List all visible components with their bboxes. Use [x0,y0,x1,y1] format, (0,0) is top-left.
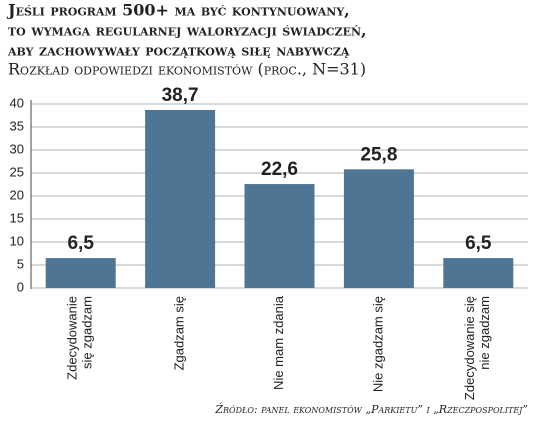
y-tick-label: 30 [10,141,24,156]
y-tick-label: 35 [10,118,24,133]
bar [343,169,414,288]
value-label: 25,8 [360,144,397,165]
x-tick-label: Zgadzam się [172,296,187,370]
value-label: 22,6 [261,159,298,180]
y-tick-label: 10 [10,233,24,248]
x-tick-label: Nie mam zdania [271,295,286,390]
y-tick-label: 25 [10,164,24,179]
chart-title: aby zachowywały początkową siłę nabywczą [7,41,350,60]
y-tick-label: 20 [10,187,24,202]
y-tick-label: 40 [10,95,24,110]
value-label: 6,5 [465,233,492,254]
chart-title: Jeśli program 500+ ma być kontynuowany, [6,1,350,20]
x-tick-label: Nie zgadzam się [370,296,385,392]
x-tick-label: nie zgadzam [477,296,492,370]
y-tick-label: 0 [17,279,24,294]
x-tick-label: Zdecydowanie [65,296,80,380]
bar [244,184,315,288]
source: Źródło: panel ekonomistów „Parkietu” i „… [214,402,528,416]
y-tick-label: 5 [17,256,24,271]
x-tick-label: Zdecydowanie się [462,296,477,400]
chart-subtitle: Rozkład odpowiedzi ekonomistów (proc., N… [8,60,366,79]
value-label: 6,5 [67,233,94,254]
bar [443,258,514,288]
x-tick-label: się zgadzam [80,296,95,369]
value-label: 38,7 [162,85,199,106]
bar [145,109,216,288]
y-tick-label: 15 [10,210,24,225]
chart-title: to wymaga regularnej waloryzacji świadcz… [8,21,367,40]
bar [45,258,116,288]
